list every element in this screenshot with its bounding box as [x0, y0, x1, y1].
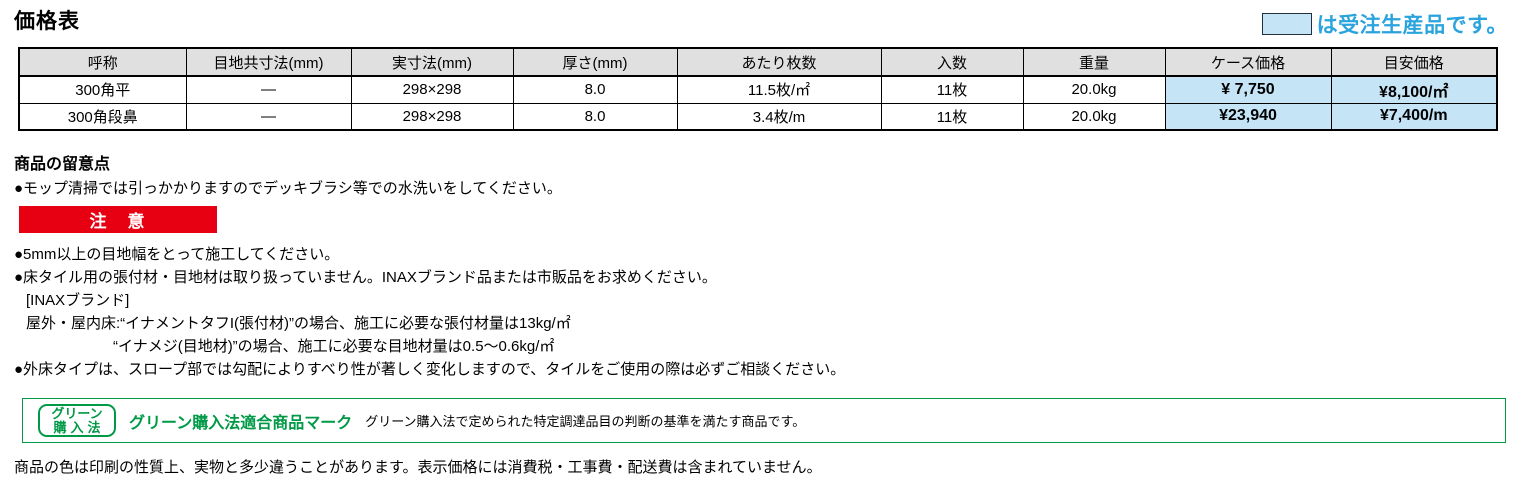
note-bullet: ●5mm以上の目地幅をとって施工してください。: [14, 246, 340, 263]
cell-weight: 20.0kg: [1022, 102, 1166, 131]
caution-label: 注 意: [89, 212, 147, 231]
order-made-legend-label: は受注生産品です。: [1316, 14, 1508, 37]
note-bullet: 屋外・屋内床:“イナメントタフI(張付材)”の場合、施工に必要な張付材量は13k…: [26, 315, 571, 332]
header-actual-size: 実寸法(mm): [350, 47, 514, 77]
cell-pieces-per-unit: 3.4枚/m: [676, 102, 882, 131]
caution-banner: 注 意: [19, 206, 217, 233]
header-case-price: ケース価格: [1164, 47, 1332, 77]
page-title: 価格表: [14, 10, 80, 33]
cell-case-price: ¥ 7,750: [1164, 75, 1332, 104]
cell-guide-price: ¥8,100/㎡: [1330, 75, 1498, 104]
cell-name: 300角平: [18, 75, 187, 104]
cell-joint-size: —: [185, 102, 352, 131]
header-name: 呼称: [18, 47, 187, 77]
header-joint-size: 目地共寸法(mm): [185, 47, 352, 77]
header-pieces-per-case: 入数: [880, 47, 1024, 77]
order-made-legend: は受注生産品です。: [1261, 9, 1508, 39]
header-thickness: 厚さ(mm): [512, 47, 678, 77]
cell-joint-size: —: [185, 75, 352, 104]
cell-pieces-per-unit: 11.5枚/㎡: [676, 75, 882, 104]
note-bullet: [INAXブランド]: [26, 292, 130, 309]
order-made-swatch-icon: [1261, 13, 1312, 35]
cell-actual-size: 298×298: [350, 75, 514, 104]
cell-case-price: ¥23,940: [1164, 102, 1332, 131]
note-bullet: “イナメジ(目地材)”の場合、施工に必要な目地材量は0.5～0.6kg/㎡: [113, 338, 555, 355]
cell-pieces-per-case: 11枚: [880, 102, 1024, 131]
cell-actual-size: 298×298: [350, 102, 514, 131]
badge-line-1: グリーン: [51, 405, 103, 421]
note-bullet: ●外床タイプは、スロープ部では勾配によりすべり性が著しく変化しますので、タイルを…: [14, 361, 846, 378]
table-row: 300角段鼻 — 298×298 8.0 3.4枚/m 11枚 20.0kg ¥…: [18, 102, 1498, 131]
note-bullet: ●モップ清掃では引っかかりますのでデッキブラシ等での水洗いをしてください。: [14, 180, 562, 197]
cell-guide-price: ¥7,400/m: [1330, 102, 1498, 131]
header-weight: 重量: [1022, 47, 1166, 77]
table-row: 300角平 — 298×298 8.0 11.5枚/㎡ 11枚 20.0kg ¥…: [18, 75, 1498, 104]
header-guide-price: 目安価格: [1330, 47, 1498, 77]
green-mark-title: グリーン購入法適合商品マーク: [129, 414, 353, 432]
notes-heading: 商品の留意点: [14, 156, 111, 173]
cell-thickness: 8.0: [512, 75, 678, 104]
cell-thickness: 8.0: [512, 102, 678, 131]
header-pieces-per-unit: あたり枚数: [676, 47, 882, 77]
badge-line-2: 購入法: [53, 419, 105, 435]
price-table: 呼称 目地共寸法(mm) 実寸法(mm) 厚さ(mm) あたり枚数 入数 重量 …: [18, 47, 1498, 131]
green-purchase-box: グリーン 購入法 グリーン購入法適合商品マーク グリーン購入法で定められた特定調…: [22, 398, 1506, 443]
cell-weight: 20.0kg: [1022, 75, 1166, 104]
green-purchase-badge-icon: グリーン 購入法: [38, 404, 116, 437]
footer-note: 商品の色は印刷の性質上、実物と多少違うことがあります。表示価格には消費税・工事費…: [14, 459, 822, 476]
green-mark-description: グリーン購入法で定められた特定調達品目の判断の基準を満たす商品です。: [365, 414, 806, 429]
note-bullet: ●床タイル用の張付材・目地材は取り扱っていません。INAXブランド品または市販品…: [14, 269, 717, 286]
price-table-header-row: 呼称 目地共寸法(mm) 実寸法(mm) 厚さ(mm) あたり枚数 入数 重量 …: [18, 47, 1498, 77]
cell-name: 300角段鼻: [18, 102, 187, 131]
cell-pieces-per-case: 11枚: [880, 75, 1024, 104]
